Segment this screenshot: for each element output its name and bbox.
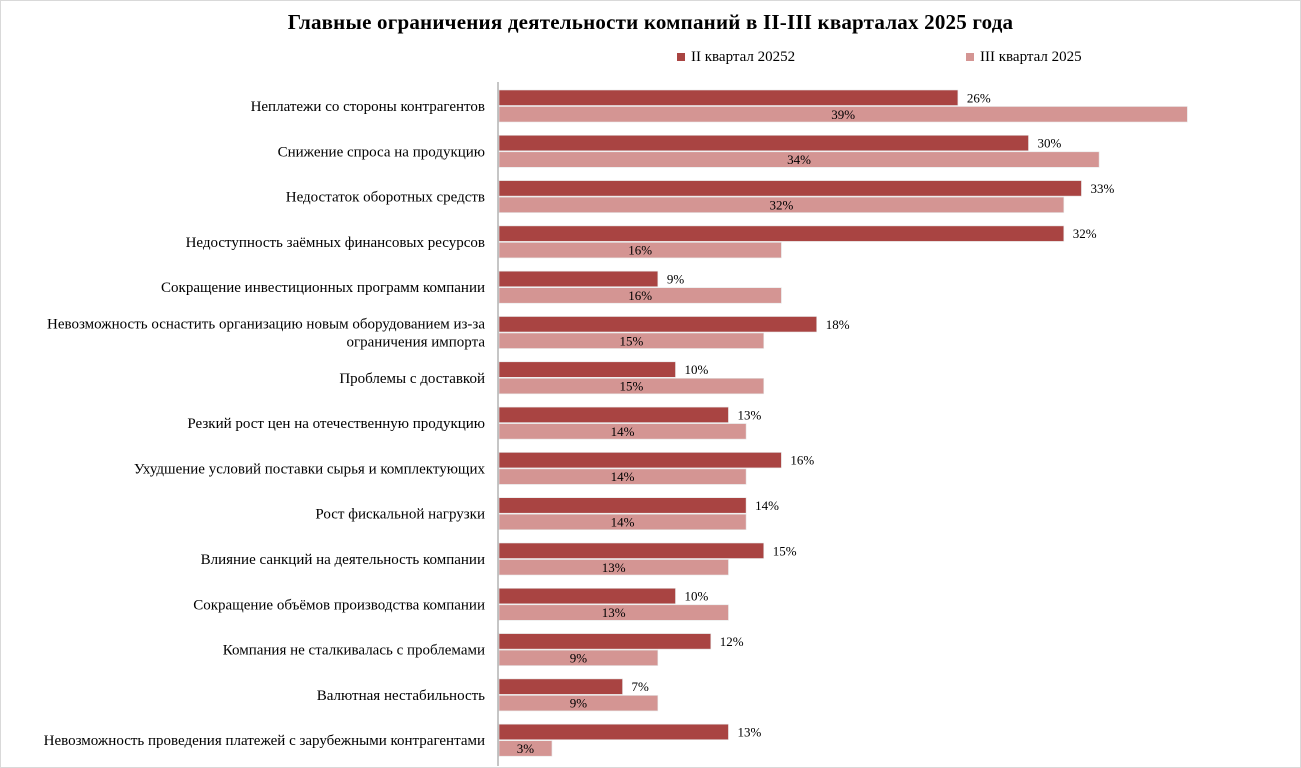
data-label: 10% — [685, 362, 709, 377]
bar-q3 — [498, 423, 747, 440]
data-label: 14% — [611, 424, 635, 439]
data-label: 26% — [967, 90, 991, 105]
bar-q2 — [498, 361, 676, 378]
category-label: Неплатежи со стороны контрагентов — [251, 99, 485, 115]
data-label: 12% — [720, 634, 744, 649]
legend-item-q2: II квартал 20252 — [677, 48, 795, 66]
data-label: 30% — [1038, 136, 1062, 151]
bar-q3 — [498, 196, 1065, 213]
bar-q2 — [498, 406, 729, 423]
data-label: 14% — [755, 498, 779, 513]
bar-q2 — [498, 180, 1082, 197]
category-label: Влияние санкций на деятельность компании — [201, 552, 485, 568]
bar-q3 — [498, 151, 1100, 168]
bar-q2 — [498, 633, 712, 650]
category-label: Рост фискальной нагрузки — [315, 507, 485, 523]
category-label: Снижение спроса на продукцию — [278, 144, 485, 160]
category-label: Резкий рост цен на отечественную продукц… — [187, 416, 485, 432]
bar-q3 — [498, 106, 1188, 123]
bar-q3 — [498, 513, 747, 531]
bar-q3 — [498, 377, 765, 395]
data-label: 13% — [602, 605, 626, 620]
data-label: 9% — [570, 650, 588, 665]
data-label: 15% — [619, 379, 643, 394]
legend-swatch-q3 — [966, 53, 974, 61]
data-label: 16% — [790, 453, 814, 468]
bar-q2 — [498, 89, 959, 106]
bar-q2 — [498, 316, 818, 333]
category-label: Недоступность заёмных финансовых ресурсо… — [186, 235, 485, 251]
bar-q2 — [498, 135, 1029, 152]
bar-q3 — [498, 695, 659, 712]
category-label: Ухудшение условий поставки сырья и компл… — [134, 461, 486, 477]
legend-label-q2: II квартал 20252 — [691, 48, 796, 65]
data-label: 13% — [737, 724, 761, 739]
category-label: Невозможность проведения платежей с зару… — [44, 733, 485, 749]
category-label: Компания не сталкивалась с проблемами — [223, 643, 485, 659]
bar-q2 — [498, 452, 782, 469]
bar-q3 — [498, 604, 729, 621]
data-label: 9% — [570, 696, 588, 711]
data-label: 7% — [632, 679, 650, 694]
data-label: 15% — [619, 333, 643, 348]
bar-q3 — [498, 242, 782, 259]
data-label: 14% — [611, 469, 635, 484]
data-label: 13% — [737, 407, 761, 422]
legend-label-q3: III квартал 2025 — [980, 48, 1082, 65]
legend-item-q3: III квартал 2025 — [966, 48, 1082, 66]
data-label: 33% — [1090, 181, 1114, 196]
bar-q2 — [498, 678, 623, 695]
category-label: Невозможность оснастить организацию новы… — [47, 317, 485, 333]
chart-title: Главные ограничения деятельности компани… — [287, 10, 1014, 34]
data-label: 9% — [667, 271, 685, 286]
category-label: Сокращение инвестиционных программ компа… — [161, 280, 485, 296]
data-label: 32% — [1073, 226, 1097, 241]
data-label: 39% — [831, 107, 855, 122]
category-label: Валютная нестабильность — [317, 688, 485, 704]
bar-q2 — [498, 497, 747, 514]
data-label: 10% — [685, 589, 709, 604]
bar-q3 — [498, 559, 729, 576]
legend-swatch-q2 — [677, 53, 685, 61]
category-label: Недостаток оборотных средств — [286, 190, 485, 206]
data-label: 32% — [769, 197, 793, 212]
category-label: Проблемы с доставкой — [339, 371, 485, 387]
bar-q2 — [498, 225, 1065, 242]
category-label: ограничения импорта — [346, 335, 485, 351]
bar-q3 — [498, 468, 747, 485]
data-label: 3% — [517, 741, 535, 756]
data-label: 34% — [787, 152, 811, 167]
bar-q3 — [498, 287, 782, 304]
bar-q2 — [498, 587, 676, 605]
bar-q2 — [498, 723, 729, 741]
bar-q2 — [498, 270, 659, 288]
data-label: 16% — [628, 243, 652, 258]
bar-q3 — [498, 332, 765, 349]
data-label: 13% — [602, 560, 626, 575]
data-label: 15% — [773, 543, 797, 558]
category-label: Сокращение объёмов производства компании — [193, 597, 485, 613]
data-label: 18% — [826, 317, 850, 332]
data-label: 16% — [628, 288, 652, 303]
bar-q3 — [498, 649, 659, 666]
bar-q2 — [498, 542, 765, 559]
bar-q3 — [498, 740, 553, 757]
data-label: 14% — [611, 514, 635, 529]
